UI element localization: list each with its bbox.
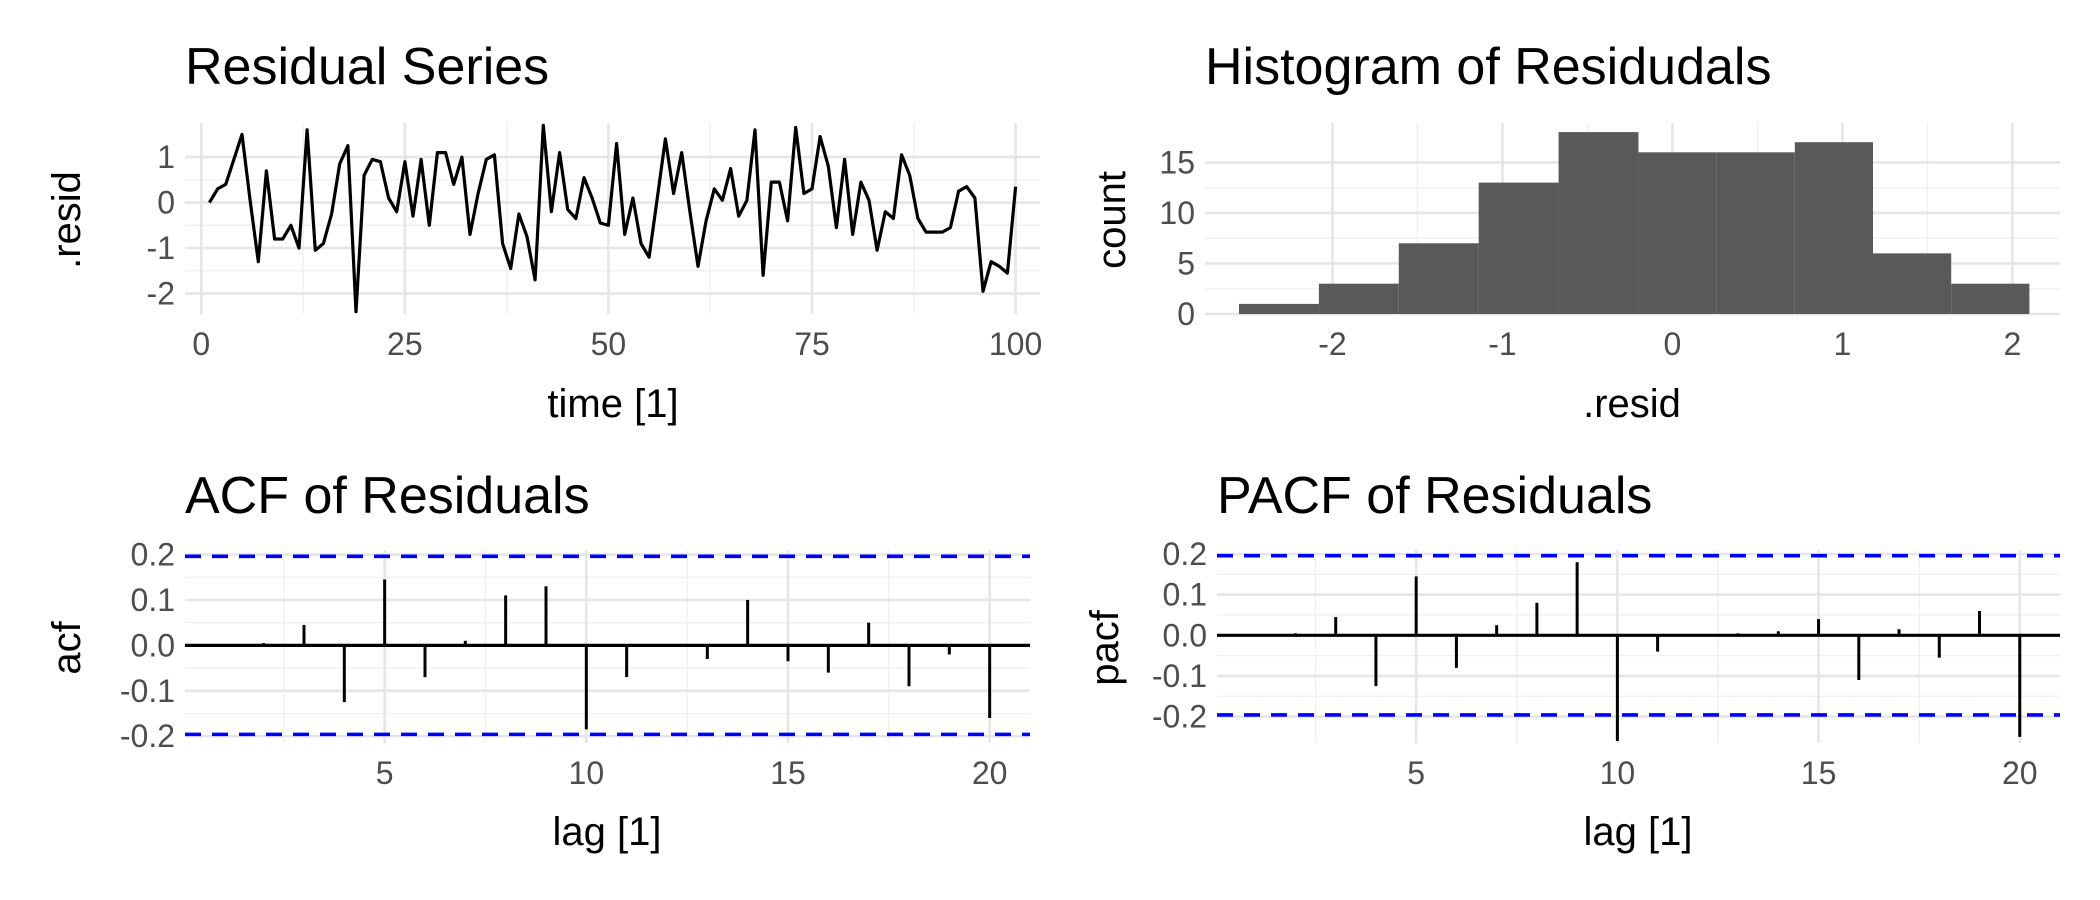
histogram-bar <box>1716 152 1795 314</box>
x-tick-label: 15 <box>770 755 806 791</box>
residual-series-xlabel: time [1] <box>547 382 678 426</box>
y-tick-label: -0.2 <box>120 718 175 754</box>
x-tick-label: 50 <box>591 326 627 362</box>
pacf-ylabel: pacf <box>1083 609 1127 685</box>
x-tick-label: -1 <box>1488 326 1516 362</box>
residual-series-panel: Residual Series time [1] .resid 0 25 50 75 1… <box>45 38 1042 426</box>
y-tick-label: -1 <box>147 230 175 266</box>
histogram-bar <box>1951 283 2030 314</box>
y-tick-label: 0.1 <box>1163 577 1207 613</box>
x-tick-label: 5 <box>1407 755 1425 791</box>
x-tick-label: 10 <box>1600 755 1636 791</box>
histogram-bar <box>1794 142 1874 314</box>
histogram-bar <box>1478 182 1559 314</box>
y-tick-label: -2 <box>147 276 175 312</box>
x-tick-label: 1 <box>1834 326 1852 362</box>
acf-title: ACF of Residuals <box>185 467 590 525</box>
histogram-title: Histogram of Residudals <box>1205 38 1771 96</box>
y-tick-label: -0.1 <box>1152 658 1207 694</box>
y-tick-label: -0.2 <box>1152 699 1207 735</box>
histogram-bar <box>1398 243 1479 314</box>
y-tick-label: 15 <box>1159 144 1195 180</box>
histogram-bar <box>1318 283 1399 314</box>
pacf-title: PACF of Residuals <box>1217 467 1652 525</box>
y-tick-label: 5 <box>1177 245 1195 281</box>
histogram-bar <box>1638 152 1717 314</box>
histogram-bar <box>1873 253 1952 314</box>
x-tick-label: 0 <box>1664 326 1682 362</box>
acf-ylabel: acf <box>45 620 89 674</box>
x-tick-label: 75 <box>794 326 830 362</box>
x-tick-label: 100 <box>989 326 1042 362</box>
y-tick-label: 0.0 <box>131 627 175 663</box>
x-tick-label: 2 <box>2004 326 2022 362</box>
histogram-ylabel: count <box>1090 171 1134 269</box>
y-tick-label: 0.1 <box>131 582 175 618</box>
histogram-bar <box>1558 132 1639 314</box>
acf-panel: ACF of Residuals lag [1] acf 5 10 15 20 -0.2… <box>45 467 1030 854</box>
histogram-bar <box>1238 303 1319 314</box>
x-tick-label: 10 <box>569 755 605 791</box>
pacf-xlabel: lag [1] <box>1584 810 1693 854</box>
residual-series-title: Residual Series <box>185 38 549 96</box>
y-tick-label: 0.2 <box>131 537 175 573</box>
y-tick-label: 0 <box>157 185 175 221</box>
x-tick-label: 0 <box>192 326 210 362</box>
pacf-panel: PACF of Residuals lag [1] pacf 5 10 15 20 -0… <box>1083 467 2060 854</box>
y-tick-label: 0 <box>1177 296 1195 332</box>
histogram-panel: Histogram of Residudals .resid count -2 -… <box>1090 38 2060 426</box>
x-tick-label: 20 <box>2002 755 2038 791</box>
y-tick-label: -0.1 <box>120 673 175 709</box>
residual-line <box>208 123 1018 314</box>
x-tick-label: 5 <box>376 755 394 791</box>
x-tick-label: 20 <box>972 755 1008 791</box>
y-tick-label: 10 <box>1159 195 1195 231</box>
x-tick-label: -2 <box>1318 326 1346 362</box>
y-tick-label: 0.2 <box>1163 536 1207 572</box>
x-tick-label: 25 <box>387 326 423 362</box>
y-tick-label: 1 <box>157 139 175 175</box>
y-tick-label: 0.0 <box>1163 617 1207 653</box>
histogram-xlabel: .resid <box>1583 382 1681 426</box>
residual-series-ylabel: .resid <box>45 171 89 269</box>
x-tick-label: 15 <box>1801 755 1837 791</box>
acf-xlabel: lag [1] <box>553 810 662 854</box>
